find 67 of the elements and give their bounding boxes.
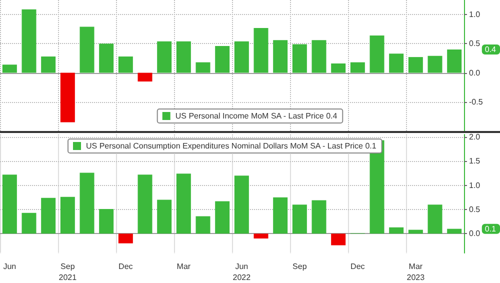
- bar: [215, 46, 230, 73]
- bar: [99, 44, 114, 73]
- x-tick-label: Dec: [118, 262, 133, 271]
- bar: [138, 174, 152, 234]
- bar: [428, 56, 442, 73]
- x-tick-label: Dec: [350, 262, 365, 271]
- bar: [60, 72, 75, 122]
- bar: [196, 216, 210, 234]
- bar: [234, 176, 249, 234]
- legend-label: US Personal Income MoM SA - Last Price 0.4: [175, 112, 338, 120]
- bar: [292, 44, 307, 73]
- text: 0.1: [484, 224, 497, 234]
- bar: [196, 62, 210, 73]
- x-tick-label: Sep: [292, 262, 308, 271]
- y-tick-label: -0.5: [469, 97, 484, 106]
- bar: [215, 201, 230, 234]
- bar: [370, 36, 384, 73]
- bar: [41, 56, 56, 73]
- y-tick-label: 0.5: [469, 39, 481, 48]
- y-tick-label: 0.0: [469, 229, 481, 238]
- y-tick-label: 1.5: [469, 156, 481, 166]
- bar: [157, 200, 172, 234]
- bar: [273, 197, 288, 234]
- y-tick-label: 0.0: [469, 68, 481, 78]
- bar: [60, 196, 75, 234]
- bar: [22, 212, 36, 234]
- bar: [118, 56, 133, 73]
- bar: [331, 234, 346, 246]
- bar: [350, 62, 365, 73]
- bar: [138, 72, 152, 82]
- y-tick-label: 1.0: [469, 10, 481, 20]
- bar: [447, 49, 462, 73]
- y-tick-label: 2.0: [469, 132, 481, 142]
- y-tick-label: 1.0: [469, 180, 481, 190]
- bar: [389, 227, 404, 234]
- bar: [312, 200, 326, 234]
- x-tick-label: Mar: [176, 262, 191, 271]
- bar: [331, 63, 346, 73]
- bar: [254, 234, 268, 238]
- bar: [234, 41, 249, 73]
- bar: [2, 64, 17, 73]
- x-tick-label: Mar 2023: [406, 262, 426, 282]
- x-tick-label: Sep 2021: [58, 262, 78, 282]
- bar: [22, 9, 36, 73]
- bar: [273, 40, 288, 73]
- legend-label: US Personal Consumption Expenditures Nominal Dollars MoM SA - Last Price 0.1: [86, 142, 377, 150]
- bar: [80, 26, 94, 73]
- bar: [408, 57, 423, 73]
- y-tick-label: 0.5: [469, 204, 481, 214]
- bar: [176, 174, 191, 234]
- bar: [157, 41, 172, 73]
- text: 0.4: [484, 44, 497, 54]
- bar: [118, 234, 133, 244]
- bar: [447, 228, 462, 234]
- x-tick-label: Jun: [3, 262, 16, 271]
- x-tick-label: Jun 2022: [232, 262, 252, 282]
- bar: [389, 54, 404, 73]
- bar: [176, 41, 191, 73]
- bar: [292, 204, 307, 234]
- bar: [2, 174, 17, 234]
- bar: [99, 208, 114, 234]
- bar: [312, 40, 326, 73]
- bar: [408, 230, 423, 234]
- bar: [428, 204, 442, 234]
- bar: [41, 198, 56, 234]
- bar: [254, 28, 268, 73]
- bar: [80, 172, 94, 234]
